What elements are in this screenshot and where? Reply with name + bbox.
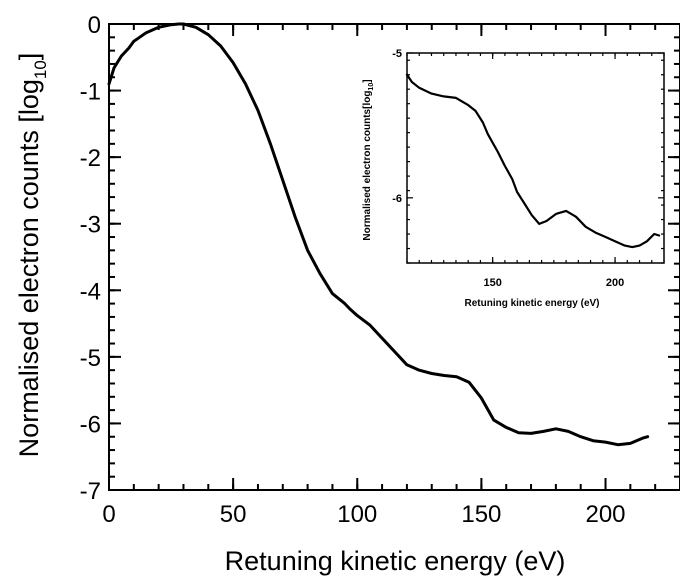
main-y-tick-label: -4 (80, 278, 101, 305)
inset-x-axis-label: Retuning kinetic energy (eV) (464, 298, 599, 309)
main-y-axis-label: Normalised electron counts [log10] (14, 53, 50, 458)
main-y-axis-label-text: Normalised electron counts [log (14, 79, 44, 457)
inset-y-axis-label-close: ] (362, 79, 373, 82)
main-axis-ticks: 0 50 100 150 200 0 -1 -2 -3 -4 -5 -6 -7 (80, 12, 680, 528)
main-y-tick-label: -1 (80, 79, 101, 106)
main-y-tick-label: -5 (80, 345, 101, 372)
inset-axis-ticks: 150 200 -5 -6 (392, 48, 665, 289)
main-y-axis-label-close: ] (14, 53, 44, 61)
inset-x-tick-label: 150 (483, 277, 501, 289)
inset-series-line (405, 73, 661, 249)
main-x-tick-label: 150 (461, 501, 501, 528)
main-chart: 0 50 100 150 200 0 -1 -2 -3 -4 -5 -6 -7 Retuning kin… (14, 12, 680, 576)
inset-background (407, 53, 664, 263)
main-x-tick-label: 100 (337, 501, 377, 528)
inset-y-tick-label: -6 (392, 193, 402, 205)
main-x-axis-label: Retuning kinetic energy (eV) (225, 546, 566, 576)
main-x-tick-label: 50 (220, 501, 247, 528)
main-y-tick-label: -6 (80, 411, 101, 438)
inset-y-tick-label: -5 (392, 48, 402, 60)
main-y-axis-label-subscript: 10 (31, 60, 50, 79)
main-y-tick-label: 0 (88, 12, 101, 39)
main-x-tick-label: 200 (585, 501, 625, 528)
main-series-line (107, 22, 650, 447)
inset-y-axis-label: Normalised electron counts[log10] (362, 79, 375, 240)
inset-y-axis-label-text: Normalised electron counts[log (362, 91, 373, 241)
inset-x-tick-label: 200 (606, 277, 624, 289)
main-y-tick-label: -2 (80, 145, 101, 172)
inset-plot-frame (406, 52, 665, 264)
main-y-tick-label: -3 (80, 212, 101, 239)
main-plot-frame (108, 23, 680, 491)
main-y-tick-label: -7 (80, 478, 101, 505)
inset-y-axis-label-subscript: 10 (368, 83, 375, 91)
inset-chart: 150 200-5-6 Retuning kinetic energy (eV) … (362, 48, 665, 309)
main-x-tick-label: 0 (102, 501, 115, 528)
